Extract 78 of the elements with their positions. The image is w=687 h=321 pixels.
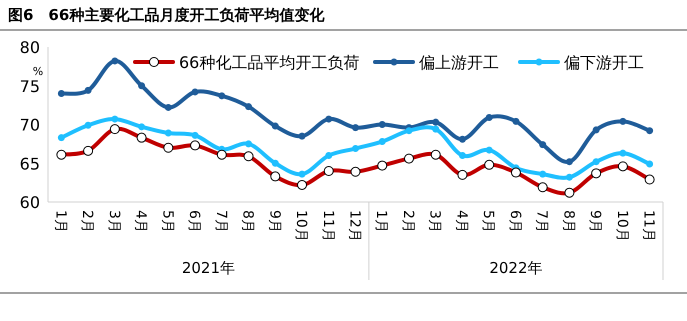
point [272, 160, 279, 167]
point [138, 123, 146, 130]
point [405, 127, 412, 134]
y-axis-title: % [32, 65, 44, 78]
point [272, 122, 279, 130]
point [245, 103, 252, 110]
point [646, 127, 654, 134]
point [164, 130, 172, 137]
x-tick-label: 8月 [240, 210, 256, 233]
x-tick-label: 8月 [560, 210, 576, 233]
y-tick-label: 80 [20, 38, 40, 57]
legend-label: 偏上游开工 [419, 53, 499, 72]
x-tick-label: 4月 [132, 210, 149, 233]
point [352, 145, 359, 152]
x-tick-label: 3月 [426, 210, 443, 233]
point [84, 122, 92, 129]
point [111, 57, 118, 64]
point [539, 170, 546, 178]
point [432, 126, 440, 133]
x-tick-label: 5月 [480, 210, 496, 233]
point [378, 138, 386, 146]
point [432, 118, 440, 126]
point [111, 116, 118, 123]
point [646, 160, 654, 168]
point [458, 152, 466, 159]
y-tick-label: 75 [20, 76, 40, 96]
x-tick-label: 11月 [640, 210, 657, 242]
y-tick-label: 65 [20, 154, 40, 174]
point [566, 174, 573, 181]
point [58, 134, 65, 142]
point [352, 124, 359, 132]
x-tick-label: 5月 [159, 210, 176, 233]
x-tick-label: 1月 [52, 210, 68, 233]
point [58, 90, 65, 97]
point [192, 88, 199, 96]
point [486, 114, 493, 122]
x-tick-label: 9月 [587, 210, 604, 233]
point [245, 140, 252, 148]
x-tick-label: 4月 [453, 210, 470, 233]
point [298, 132, 306, 140]
point [566, 158, 573, 166]
text: 2021年 [182, 259, 236, 277]
point [619, 118, 626, 125]
point [325, 116, 332, 123]
point [539, 141, 546, 148]
point [164, 104, 172, 111]
point [458, 136, 466, 143]
y-tick-label: 60 [20, 193, 40, 212]
x-tick-label: 2月 [79, 210, 96, 233]
point [298, 170, 306, 178]
legend-label: 偏下游开工 [564, 53, 644, 72]
x-tick-label: 1月 [373, 210, 390, 233]
legend-label: 66种化工品平均开工负荷 [179, 53, 360, 72]
x-tick-label: 10月 [614, 210, 630, 242]
x-tick-label: 11月 [320, 210, 336, 242]
x-tick-label: 7月 [212, 210, 229, 233]
point [619, 150, 626, 157]
point [218, 92, 226, 100]
point [138, 82, 146, 90]
y-tick-label: 70 [20, 116, 40, 134]
point [592, 158, 600, 166]
x-tick-label: 2月 [400, 210, 416, 233]
x-tick-label: 6月 [506, 210, 523, 233]
point [486, 146, 493, 154]
x-tick-label: 3月 [106, 210, 122, 233]
chart-title: 图6 66种主要化工品月度开工负荷平均值变化 [8, 6, 326, 24]
x-tick-label: 12月 [346, 210, 362, 242]
point [512, 118, 520, 125]
point [192, 132, 199, 139]
point [325, 152, 332, 159]
point [378, 121, 386, 128]
x-tick-label: 10月 [293, 210, 310, 242]
x-tick-label: 6月 [186, 210, 202, 233]
x-tick-label: 7月 [534, 210, 550, 233]
x-tick-label: 9月 [266, 210, 282, 233]
point [84, 86, 92, 94]
text: 2022年 [489, 259, 543, 277]
point [592, 126, 600, 134]
